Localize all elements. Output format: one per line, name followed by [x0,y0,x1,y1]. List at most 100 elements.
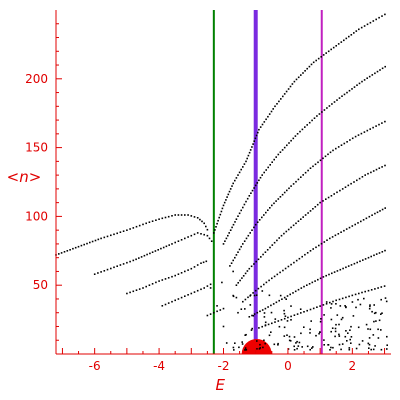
data-point [277,320,280,322]
data-point [314,280,316,282]
data-point [314,163,317,166]
data-point [304,171,307,174]
data-point [277,198,280,200]
data-point [282,95,284,98]
data-point [374,72,376,75]
data-point [256,182,259,184]
data-point [335,147,337,150]
data-point [358,177,361,180]
data-point [58,253,60,255]
data-point [270,304,272,307]
data-point [376,70,379,73]
data-point [190,267,193,270]
data-point [247,296,249,299]
data-point [239,279,241,282]
data-point [318,332,320,335]
data-point [279,271,281,274]
data-point [243,240,246,242]
data-point [375,311,377,314]
data-point [337,43,340,45]
data-point [370,348,372,351]
data-point [267,209,269,211]
data-point [180,239,183,241]
data-point [162,246,165,249]
data-point [148,221,151,223]
data-point [268,113,271,115]
data-point [375,168,378,171]
data-point [304,253,306,256]
data-point [164,216,167,219]
data-point [221,207,224,210]
data-point [295,342,297,344]
data-point [331,236,334,238]
data-point [132,259,135,262]
data-point [253,263,255,265]
data-point [258,348,261,350]
data-point [340,318,343,321]
data-point [350,34,353,36]
data-point [252,143,254,145]
data-point [319,277,322,280]
data-point [366,77,368,79]
data-point [312,346,314,348]
data-point [323,241,326,243]
data-point [222,243,225,245]
data-point [260,256,262,258]
data-point [201,220,203,223]
data-point [151,251,154,253]
data-point [285,230,288,233]
data-point [250,329,253,331]
data-point [348,348,351,351]
data-point [370,255,372,258]
data-point [161,279,164,281]
data-point [269,164,271,166]
data-point [264,324,267,326]
data-point [368,343,371,346]
data-point [286,320,289,322]
data-point [363,25,366,27]
data-point [238,212,241,215]
data-point [303,311,305,313]
data-point [180,296,183,299]
data-point [89,241,91,244]
data-point [335,303,337,305]
data-point [319,201,321,204]
data-point [368,347,370,349]
data-point [384,249,386,252]
data-point [258,179,260,182]
data-point [251,314,253,317]
data-point [345,330,347,332]
data-point [187,294,189,296]
data-point [289,293,291,296]
data-point [267,306,269,308]
data-point [245,349,248,351]
data-point [343,229,345,232]
data-point [379,210,381,212]
data-point [306,309,308,312]
data-point [371,214,373,216]
data-point [315,246,317,249]
data-point [358,28,360,31]
data-point [270,311,273,314]
data-point [290,305,292,307]
data-point [196,217,199,219]
data-point [349,338,351,341]
data-point [235,177,238,179]
data-point [368,75,371,78]
data-point [235,296,238,299]
data-point [327,153,329,156]
data-point [234,179,236,182]
data-point [259,343,261,346]
data-point [269,207,271,209]
data-point [300,287,303,289]
data-point [126,261,128,264]
data-point [297,76,300,79]
data-point [328,273,330,276]
data-point [321,111,323,113]
data-point [154,250,157,252]
data-point [268,279,270,282]
x-tick-label: -4 [153,359,165,373]
data-point [290,139,292,142]
data-point [261,290,264,292]
